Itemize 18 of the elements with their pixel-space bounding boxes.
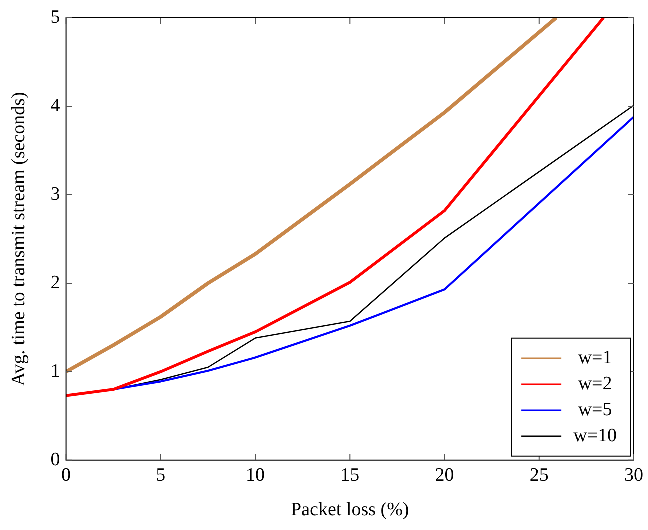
y-tick-label: 2 (50, 272, 60, 294)
x-tick-label: 25 (530, 464, 549, 486)
y-axis-title: Avg. time to transmit stream (seconds) (8, 92, 30, 386)
y-tick-label: 1 (50, 360, 60, 382)
y-tick-label: 0 (50, 449, 60, 470)
legend-label: w=2 (578, 373, 612, 394)
x-tick-label: 5 (156, 464, 166, 486)
x-tick-label: 10 (246, 464, 266, 486)
legend-label: w=1 (578, 347, 612, 368)
x-axis-title: Packet loss (%) (291, 500, 410, 521)
y-tick-label: 5 (50, 6, 60, 28)
y-tick-label: 4 (50, 95, 61, 116)
legend-label: w=5 (578, 399, 612, 420)
legend-label: w=10 (574, 425, 617, 446)
x-tick-label: 20 (435, 464, 454, 486)
x-tick-label: 30 (624, 464, 644, 486)
y-tick-label: 3 (50, 184, 60, 205)
x-tick-label: 15 (340, 464, 360, 486)
